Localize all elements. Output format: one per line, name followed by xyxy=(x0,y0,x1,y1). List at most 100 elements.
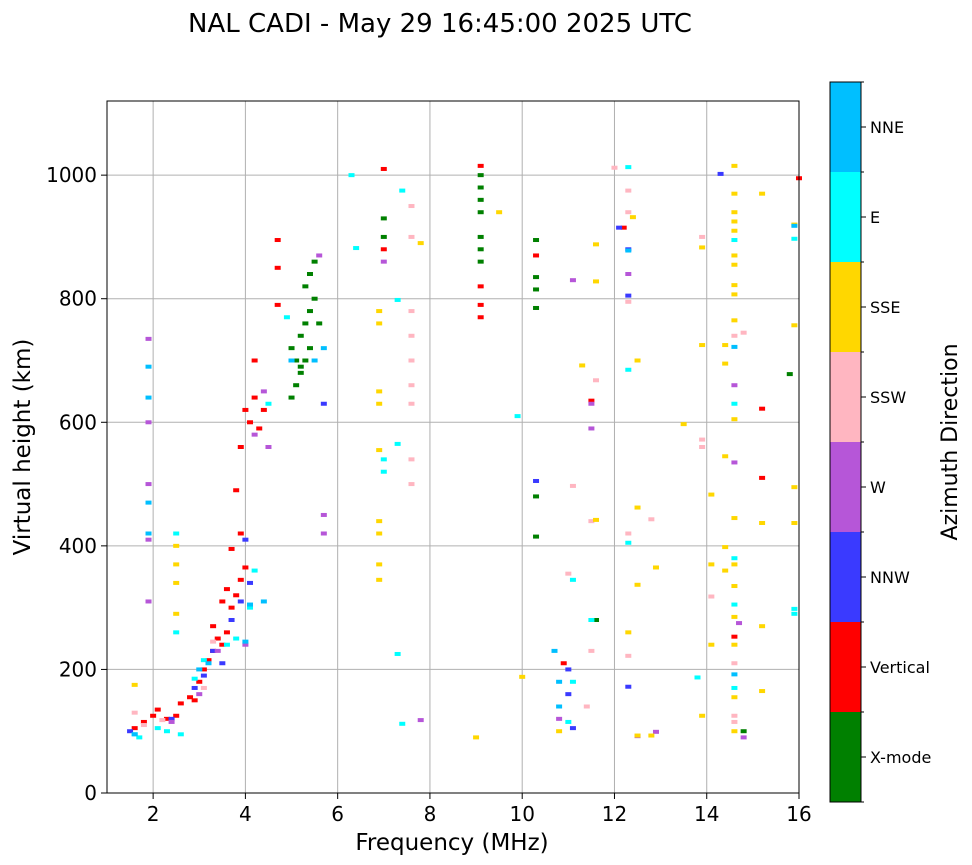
data-point xyxy=(173,580,180,585)
data-point xyxy=(588,618,595,622)
x-tick-label: 2 xyxy=(147,802,160,826)
data-point xyxy=(731,333,738,338)
data-point xyxy=(722,361,729,366)
data-point xyxy=(731,383,738,388)
data-point xyxy=(348,173,355,178)
data-point xyxy=(791,323,798,328)
data-point xyxy=(173,611,180,616)
data-point xyxy=(173,531,180,536)
data-point xyxy=(731,417,738,422)
data-point xyxy=(629,215,636,220)
data-point xyxy=(168,719,175,724)
data-point xyxy=(145,531,152,536)
data-point xyxy=(297,370,304,375)
data-point xyxy=(145,395,152,400)
data-point xyxy=(791,606,798,611)
data-point xyxy=(200,658,207,663)
colorbar-segment xyxy=(830,712,861,802)
data-point xyxy=(247,602,254,607)
data-point xyxy=(380,234,387,239)
data-point xyxy=(699,437,706,442)
data-point xyxy=(593,378,600,383)
data-point xyxy=(376,562,383,567)
data-point xyxy=(616,225,623,230)
data-point xyxy=(196,679,203,684)
data-point xyxy=(380,469,387,474)
data-point xyxy=(408,457,415,462)
colorbar-segment xyxy=(830,532,861,622)
data-point xyxy=(569,679,576,684)
colorbar-tick-label: X-mode xyxy=(870,748,931,767)
data-point xyxy=(477,173,484,178)
data-point xyxy=(293,383,300,388)
data-point xyxy=(699,445,706,449)
data-point xyxy=(237,577,244,582)
data-point xyxy=(380,166,387,171)
colorbar-tick-label: W xyxy=(870,478,886,497)
data-point xyxy=(283,315,290,320)
data-point xyxy=(288,395,295,400)
data-point xyxy=(648,733,655,738)
data-point xyxy=(302,284,309,289)
data-point xyxy=(247,605,254,610)
data-point xyxy=(625,630,632,635)
data-point xyxy=(791,236,798,241)
series-nne xyxy=(131,223,798,737)
data-point xyxy=(320,512,327,517)
data-point xyxy=(731,584,738,589)
data-point xyxy=(593,517,600,522)
data-point xyxy=(140,719,147,724)
data-point xyxy=(173,562,180,567)
data-point xyxy=(477,284,484,289)
x-tick-label: 6 xyxy=(331,802,344,826)
data-point xyxy=(588,648,595,653)
data-point xyxy=(228,605,235,610)
data-point xyxy=(320,401,327,406)
data-point xyxy=(731,685,738,690)
data-point xyxy=(177,732,184,737)
data-point xyxy=(560,661,567,666)
data-point xyxy=(740,330,747,335)
data-point xyxy=(191,698,198,703)
y-axis: 0 200 400 600 800 1000 xyxy=(46,163,107,805)
data-point xyxy=(625,531,632,536)
data-point xyxy=(417,241,424,246)
data-point xyxy=(408,482,415,487)
data-point xyxy=(274,265,281,270)
data-point xyxy=(731,516,738,521)
colorbar-segment xyxy=(830,352,861,442)
data-point xyxy=(311,259,318,264)
data-point xyxy=(519,674,526,679)
data-point xyxy=(376,531,383,536)
data-point xyxy=(177,701,184,706)
data-point xyxy=(214,648,221,653)
data-point xyxy=(731,642,738,647)
y-axis-label: Virtual height (km) xyxy=(10,339,36,556)
data-point xyxy=(740,735,747,740)
colorbar-segment xyxy=(830,262,861,352)
data-point xyxy=(376,519,383,524)
data-point xyxy=(722,454,729,459)
data-point xyxy=(593,618,600,622)
data-point xyxy=(127,729,134,734)
series-ssw xyxy=(131,165,747,728)
y-tick-label: 200 xyxy=(59,657,97,681)
data-point xyxy=(731,219,738,224)
data-point xyxy=(625,210,632,215)
data-point xyxy=(731,695,738,700)
data-point xyxy=(210,639,217,644)
data-point xyxy=(163,729,170,734)
data-point xyxy=(293,358,300,363)
data-point xyxy=(131,732,138,737)
data-point xyxy=(251,568,258,573)
y-tick-label: 600 xyxy=(59,410,97,434)
data-point xyxy=(242,639,249,644)
x-tick-label: 8 xyxy=(424,802,437,826)
data-point xyxy=(593,279,600,284)
data-point xyxy=(380,259,387,264)
data-point xyxy=(237,445,244,449)
data-point xyxy=(376,577,383,582)
data-point xyxy=(380,457,387,462)
data-point xyxy=(634,733,641,738)
y-tick-label: 1000 xyxy=(46,163,97,187)
